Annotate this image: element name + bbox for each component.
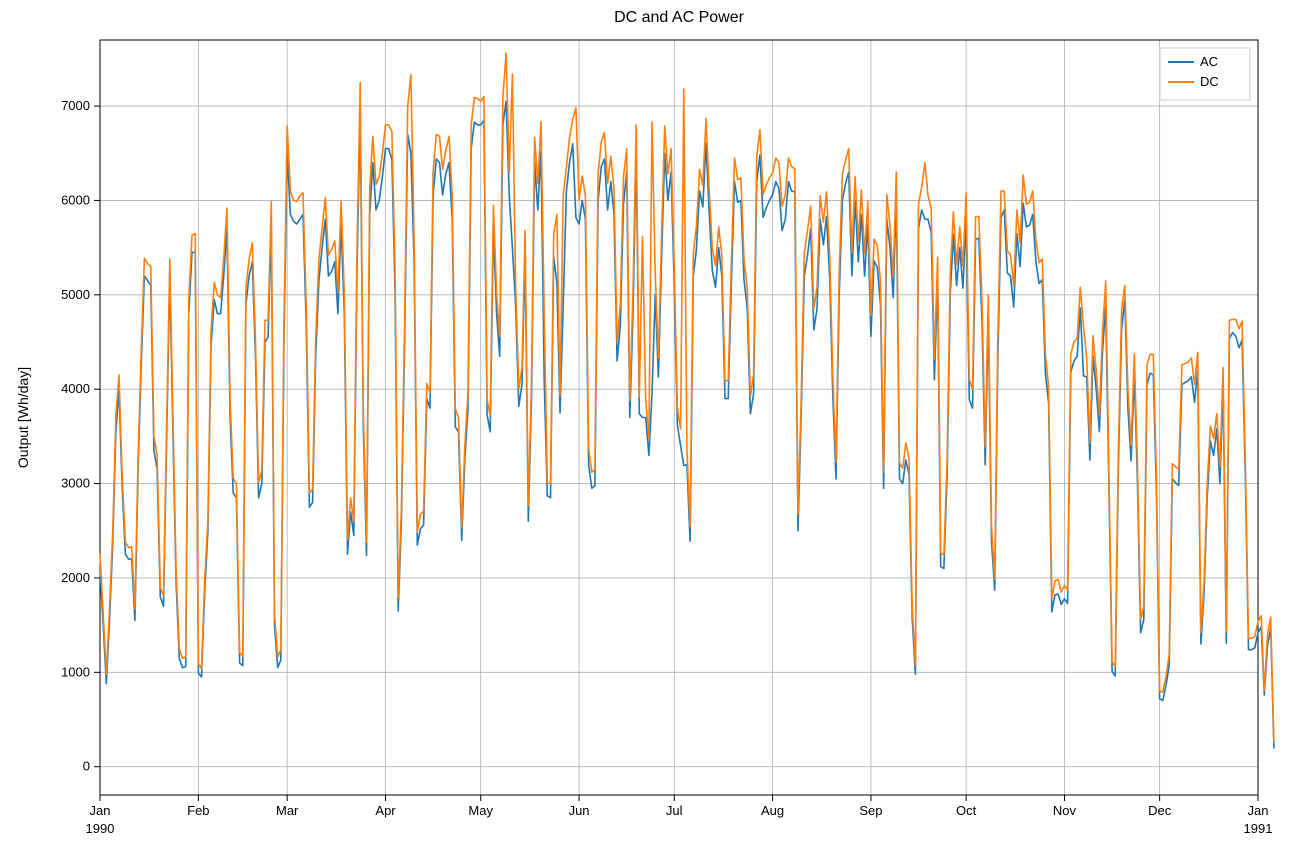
svg-text:Oct: Oct [956,803,977,818]
svg-text:May: May [468,803,493,818]
svg-text:Mar: Mar [276,803,299,818]
svg-text:AC: AC [1200,54,1218,69]
svg-text:Dec: Dec [1148,803,1172,818]
svg-text:DC: DC [1200,74,1219,89]
power-chart: 0 1000 2000 3000 4000 5000 6000 7000 Jan 1990 Feb M… [0,0,1290,867]
svg-text:1991: 1991 [1244,821,1273,836]
svg-text:Aug: Aug [761,803,784,818]
svg-text:0: 0 [83,759,90,774]
svg-text:Jan: Jan [1248,803,1269,818]
svg-text:1990: 1990 [86,821,115,836]
svg-text:2000: 2000 [61,570,90,585]
chart-svg: 0 1000 2000 3000 4000 5000 6000 7000 Jan 1990 Feb M… [0,0,1290,867]
svg-text:Output [Wh/day]: Output [Wh/day] [15,367,31,468]
svg-text:Feb: Feb [187,803,209,818]
svg-text:5000: 5000 [61,287,90,302]
svg-text:6000: 6000 [61,192,90,207]
svg-text:Jun: Jun [569,803,590,818]
svg-text:Sep: Sep [859,803,882,818]
svg-text:Apr: Apr [375,803,396,818]
svg-text:Jan: Jan [90,803,111,818]
svg-text:1000: 1000 [61,664,90,679]
svg-text:4000: 4000 [61,381,90,396]
svg-text:Nov: Nov [1053,803,1077,818]
svg-text:Jul: Jul [666,803,683,818]
svg-text:DC and AC Power: DC and AC Power [614,9,745,26]
svg-text:3000: 3000 [61,476,90,491]
svg-text:7000: 7000 [61,98,90,113]
